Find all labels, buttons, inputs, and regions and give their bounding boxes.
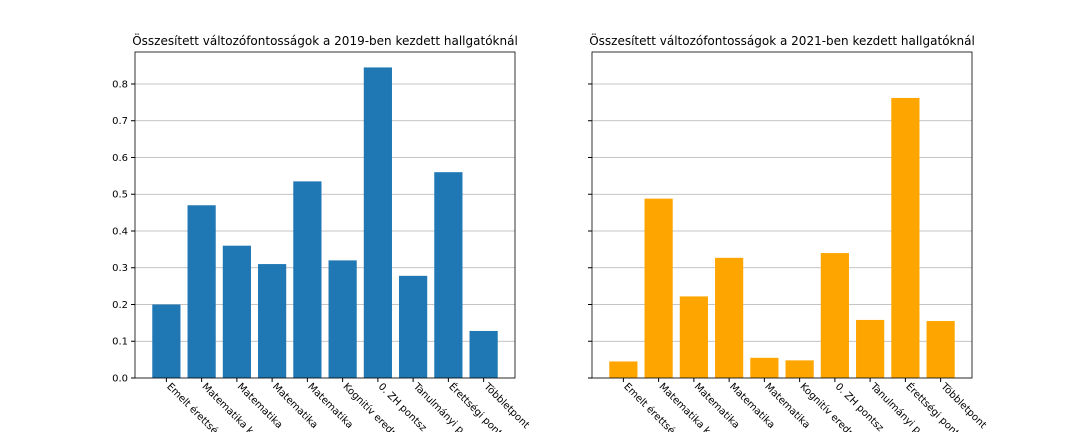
bar bbox=[399, 275, 428, 378]
bar bbox=[856, 319, 885, 378]
y-tick-label: 0.4 bbox=[112, 226, 128, 237]
bar bbox=[891, 97, 920, 378]
y-tick-label: 0.8 bbox=[112, 79, 128, 90]
bar bbox=[679, 296, 708, 378]
bar bbox=[609, 361, 638, 378]
bar bbox=[328, 260, 357, 378]
bar bbox=[926, 321, 955, 378]
bar bbox=[750, 357, 779, 378]
y-tick-label: 0.7 bbox=[112, 116, 128, 127]
bar bbox=[187, 205, 216, 378]
y-tick-label: 0.5 bbox=[112, 190, 128, 201]
bar bbox=[293, 181, 322, 378]
bar bbox=[715, 257, 744, 378]
axes-frame bbox=[591, 51, 973, 379]
bar bbox=[363, 67, 392, 378]
y-tick-label: 0.6 bbox=[112, 153, 128, 164]
bar bbox=[785, 360, 814, 378]
bar bbox=[469, 330, 498, 378]
y-tick-label: 0.1 bbox=[112, 337, 128, 348]
chart-title: Összesített változófontosságok a 2019-be… bbox=[132, 32, 518, 48]
bar bbox=[820, 253, 849, 378]
y-tick-label: 0.3 bbox=[112, 263, 128, 274]
bar bbox=[434, 172, 463, 378]
y-tick-label: 0.2 bbox=[112, 300, 128, 311]
bar bbox=[222, 245, 251, 378]
chart-title: Összesített változófontosságok a 2021-be… bbox=[589, 32, 975, 48]
bar bbox=[258, 264, 287, 378]
bar bbox=[152, 304, 181, 378]
y-tick-label: 0.0 bbox=[112, 374, 128, 385]
bar bbox=[644, 198, 673, 378]
axes-frame bbox=[134, 51, 516, 379]
